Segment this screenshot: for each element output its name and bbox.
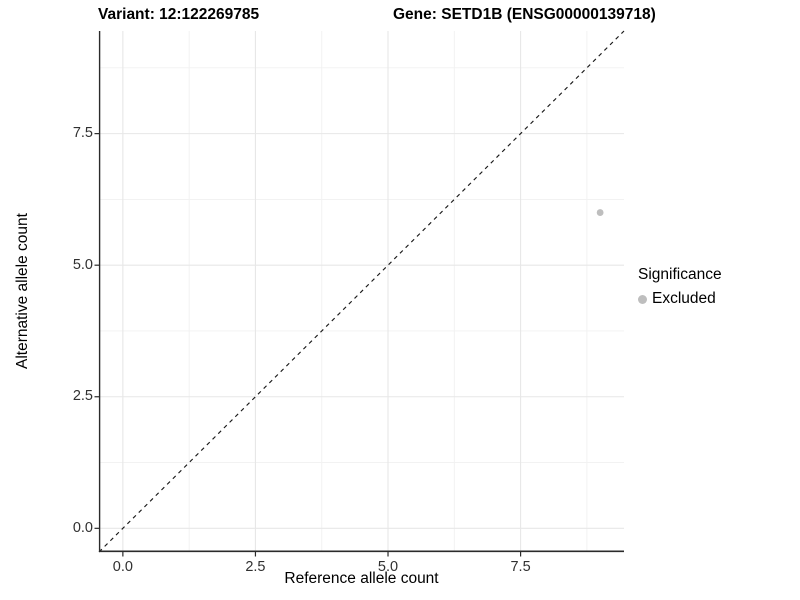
legend-entry-label: Excluded: [652, 290, 716, 307]
identity-reference-line: [98, 30, 625, 553]
x-axis-title: Reference allele count: [284, 570, 439, 587]
x-tick-label: 2.5: [245, 559, 266, 575]
legend: Significance Excluded: [638, 266, 722, 308]
y-tick-label: 2.5: [72, 388, 93, 405]
legend-title: Significance: [638, 266, 722, 283]
y-tick-label: 7.5: [72, 125, 93, 142]
scatter-point: [596, 209, 604, 216]
x-tick-label: 0.0: [112, 559, 133, 575]
x-tick-label: 7.5: [510, 559, 531, 575]
legend-entry-excluded: Excluded: [638, 290, 722, 308]
plot-canvas: [94, 30, 625, 557]
plot-title-gene: Gene: SETD1B (ENSG00000139718): [393, 6, 656, 23]
plot-panel: [94, 30, 625, 557]
y-tick-label: 0.0: [72, 519, 93, 536]
y-axis-title: Alternative allele count: [14, 213, 31, 369]
legend-key-dot-icon: [638, 294, 647, 304]
plot-title-variant: Variant: 12:122269785: [98, 6, 260, 23]
x-tick-label: 5.0: [377, 559, 399, 575]
y-tick-label: 5.0: [72, 256, 93, 273]
